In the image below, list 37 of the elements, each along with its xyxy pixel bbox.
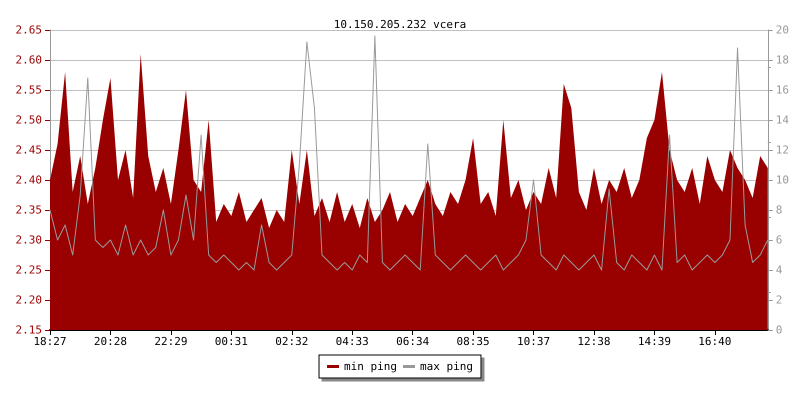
x-tick-label: 08:35 [456,335,490,348]
y2-tick-label: 16 [776,84,790,96]
x-tick-label: 04:33 [336,335,369,348]
y2-tick-label: 2 [776,294,782,306]
y-tick-label: 2.50 [16,114,42,126]
y2-tick-label: 8 [776,204,782,216]
y-tick-label: 2.25 [16,264,42,276]
y2-tick-label: 12 [776,144,790,156]
y-tick-label: 2.40 [16,174,42,186]
y-tick-label: 2.55 [16,84,42,96]
x-tick-label: 06:34 [396,335,430,348]
x-tick-label: 20:28 [94,335,128,348]
x-tick-label: 00:31 [214,335,248,348]
y2-tick-label: 4 [776,264,783,276]
y2-tick-label: 14 [776,114,790,126]
y2-tick-label: 20 [776,24,790,36]
y-tick-label: 2.35 [16,204,42,216]
legend-label: max ping [420,360,473,373]
x-tick-label: 16:40 [698,335,732,348]
y2-tick-label: 18 [776,54,790,66]
chart-title: 10.150.205.232 vcera [334,18,466,31]
x-tick-label: 18:27 [33,335,67,348]
x-tick-label: 22:29 [154,335,188,348]
x-tick-label: 12:38 [577,335,611,348]
y-tick-label: 2.30 [16,234,42,246]
y-tick-label: 2.20 [16,294,42,306]
y-tick-label: 2.60 [16,54,42,66]
y-tick-label: 2.15 [16,324,42,336]
y-tick-label: 2.45 [16,144,42,156]
y2-tick-label: 0 [776,324,782,336]
legend-label: min ping [344,360,398,373]
y2-tick-label: 6 [776,234,782,246]
y2-tick-label: 10 [776,174,790,186]
x-tick-label: 14:39 [638,335,671,348]
x-tick-label: 02:32 [275,335,308,348]
y-tick-label: 2.65 [16,24,42,36]
x-tick-label: 10:37 [516,335,550,348]
